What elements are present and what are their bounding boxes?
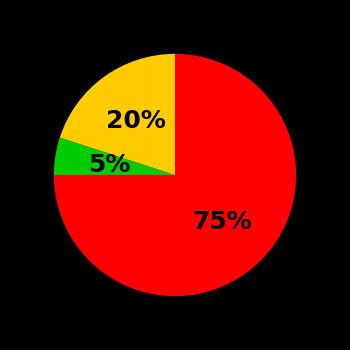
Wedge shape <box>54 54 296 296</box>
Wedge shape <box>60 54 175 175</box>
Text: 5%: 5% <box>88 153 130 177</box>
Wedge shape <box>54 138 175 175</box>
Text: 20%: 20% <box>106 109 166 133</box>
Text: 75%: 75% <box>192 210 252 234</box>
